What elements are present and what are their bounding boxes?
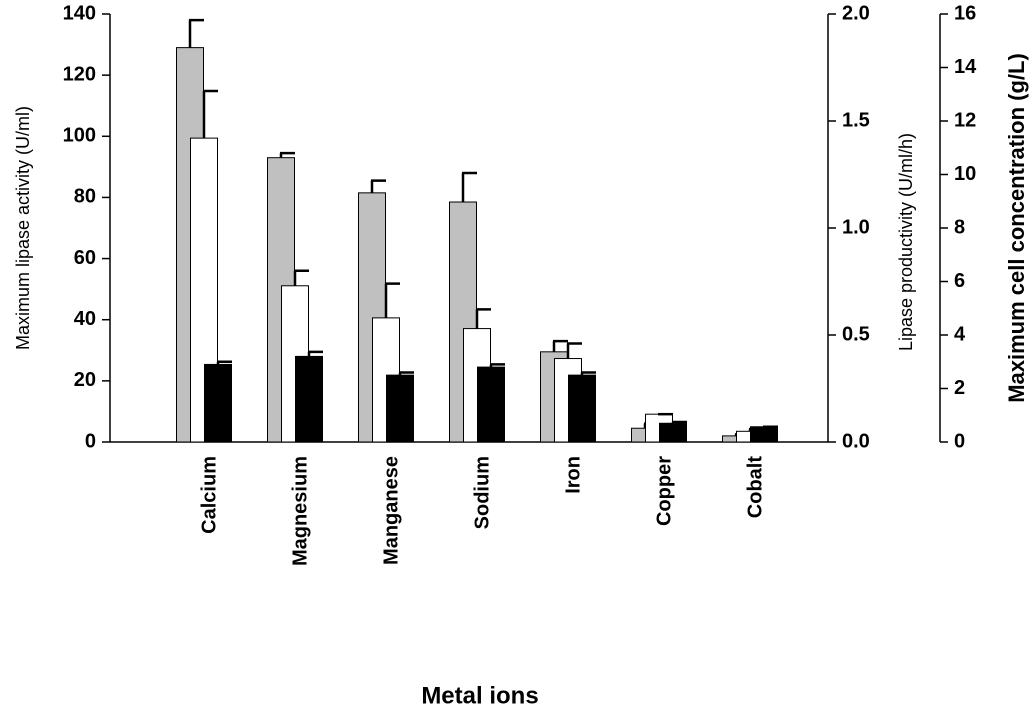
- y3-tick-label: 6: [954, 270, 965, 292]
- error-bar: [384, 282, 400, 318]
- error-bar: [671, 420, 687, 424]
- error-bar: [580, 371, 596, 376]
- y2-tick-label: 1.0: [842, 216, 870, 238]
- y2-tick-label: 1.5: [842, 109, 870, 131]
- error-bar: [398, 371, 414, 376]
- y2-tick-label: 0.0: [842, 430, 870, 452]
- error-bar: [461, 171, 477, 203]
- bar: [477, 366, 505, 443]
- x-tick-label: Cobalt: [744, 456, 766, 519]
- bar: [568, 374, 596, 443]
- error-bar: [188, 18, 204, 48]
- bar: [659, 422, 687, 443]
- y-tick-label: 40: [74, 308, 96, 330]
- error-bar: [370, 179, 386, 193]
- bar: [204, 363, 232, 443]
- y3-tick-label: 2: [954, 377, 965, 399]
- y-tick-label: 100: [63, 125, 96, 147]
- x-tick-label: Magnesium: [289, 456, 311, 566]
- y-axis-title: Maximum lipase activity (U/ml): [13, 106, 33, 350]
- y-tick-label: 0: [85, 430, 96, 452]
- x-tick-label: Calcium: [198, 456, 220, 534]
- error-bar: [279, 151, 295, 158]
- x-tick-label: Sodium: [471, 456, 493, 529]
- error-bar: [293, 269, 309, 286]
- error-bar: [307, 350, 323, 357]
- y-tick-label: 120: [63, 63, 96, 85]
- error-bar: [216, 360, 232, 365]
- y3-tick-label: 8: [954, 216, 965, 238]
- y2-axis-title: Lipase productivity (U/ml/h): [896, 133, 916, 351]
- error-bar: [202, 89, 218, 139]
- x-axis-title: Metal ions: [421, 682, 538, 709]
- x-tick-label: Iron: [562, 456, 584, 494]
- y3-tick-label: 0: [954, 430, 965, 452]
- y-tick-label: 140: [63, 2, 96, 24]
- y2-tick-label: 0.5: [842, 323, 870, 345]
- y3-tick-label: 16: [954, 2, 976, 24]
- y-tick-label: 20: [74, 369, 96, 391]
- y-tick-label: 60: [74, 247, 96, 269]
- y3-tick-label: 12: [954, 109, 976, 131]
- error-bar: [475, 308, 491, 329]
- x-tick-label: Manganese: [380, 456, 402, 565]
- y3-axis-title: Maximum cell concentration (g/L): [1004, 53, 1029, 403]
- y-tick-label: 80: [74, 186, 96, 208]
- error-bar: [489, 363, 505, 368]
- error-bar: [566, 342, 582, 359]
- y3-tick-label: 4: [954, 323, 966, 345]
- y3-tick-label: 10: [954, 163, 976, 185]
- bar: [386, 374, 414, 443]
- bar: [750, 426, 778, 443]
- y2-tick-label: 2.0: [842, 2, 870, 24]
- bar: [295, 355, 323, 443]
- x-tick-label: Copper: [653, 456, 675, 526]
- y3-tick-label: 14: [954, 56, 977, 78]
- error-bar: [552, 339, 568, 352]
